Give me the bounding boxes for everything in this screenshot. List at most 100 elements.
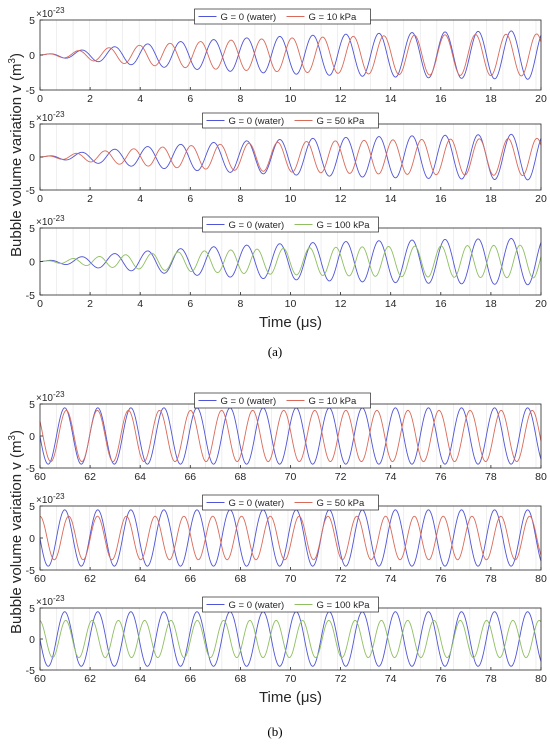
legend: G = 0 (water) G = 10 kPa (194, 392, 371, 409)
x-tick-label: 72 (335, 471, 347, 483)
x-tick-label: 66 (184, 673, 196, 685)
x-tick-label: 76 (435, 471, 447, 483)
x-tick-label: 10 (285, 193, 297, 205)
x-tick-label: 74 (385, 573, 397, 585)
x-tick-label: 4 (137, 193, 143, 205)
x-tick-label: 64 (134, 673, 146, 685)
x-tick-label: 66 (184, 573, 196, 585)
series-line-1 (39, 137, 542, 176)
legend: G = 0 (water) G = 10 kPa (194, 8, 371, 25)
x-tick-label: 8 (237, 93, 243, 105)
x-tick-label: 80 (535, 471, 547, 483)
y-tick-label: -5 (26, 565, 35, 577)
y-tick-label: 0 (29, 152, 35, 164)
x-tick-label: 4 (137, 298, 143, 310)
x-tick-label: 14 (385, 298, 397, 310)
x-tick-label: 2 (87, 298, 93, 310)
x-tick-label: 60 (34, 673, 46, 685)
series-line-0 (39, 133, 542, 181)
series-line-1 (39, 619, 542, 659)
x-tick-label: 8 (237, 298, 243, 310)
x-tick-label: 60 (34, 573, 46, 585)
x-tick-label: 70 (285, 573, 297, 585)
series-line-0 (39, 238, 542, 286)
x-tick-label: 12 (335, 298, 347, 310)
x-tick-label: 62 (84, 471, 96, 483)
y-axis-label: Bubble volume variation v (m3) (7, 53, 25, 257)
legend-box (202, 112, 379, 129)
y-tick-label: 5 (29, 15, 35, 27)
y-tick-label: 5 (29, 603, 35, 615)
x-tick-label: 4 (137, 93, 143, 105)
y-tick-label: 5 (29, 501, 35, 513)
y-exponent-label: ×10-23 (36, 594, 65, 608)
legend-box (194, 392, 371, 409)
legend-box (194, 8, 371, 25)
x-tick-label: 68 (235, 673, 247, 685)
x-tick-label: 74 (385, 471, 397, 483)
legend-box (202, 596, 379, 613)
legend-label-0: G = 0 (water) (229, 600, 285, 611)
x-tick-label: 76 (435, 673, 447, 685)
legend-label-1: G = 50 kPa (317, 498, 366, 509)
x-tick-label: 10 (285, 298, 297, 310)
x-tick-label: 14 (385, 93, 397, 105)
x-axis-label: Time (μs) (259, 689, 322, 706)
legend-label-1: G = 100 kPa (317, 220, 371, 231)
legend-label-1: G = 100 kPa (317, 600, 371, 611)
plot-area (40, 20, 541, 90)
x-tick-label: 20 (535, 298, 547, 310)
legend-label-1: G = 10 kPa (309, 12, 358, 23)
x-axis-label: Time (μs) (259, 314, 322, 331)
y-exponent-label: ×10-23 (36, 6, 65, 20)
y-tick-label: 0 (29, 634, 35, 646)
x-tick-label: 2 (87, 193, 93, 205)
y-tick-label: 0 (29, 431, 35, 443)
x-tick-label: 12 (335, 193, 347, 205)
plot-area (40, 228, 541, 295)
x-tick-label: 64 (134, 471, 146, 483)
y-tick-label: 0 (29, 50, 35, 62)
x-tick-label: 12 (335, 93, 347, 105)
x-tick-label: 78 (485, 471, 497, 483)
y-tick-label: 5 (29, 119, 35, 131)
x-tick-label: 80 (535, 673, 547, 685)
x-tick-label: 18 (485, 298, 497, 310)
legend: G = 0 (water) G = 50 kPa (202, 112, 379, 129)
series-line-1 (39, 515, 542, 561)
series-line-1 (39, 244, 542, 279)
plot-area (40, 608, 541, 670)
x-tick-label: 18 (485, 193, 497, 205)
x-tick-label: 70 (285, 471, 297, 483)
y-exponent-label: ×10-23 (36, 492, 65, 506)
legend-label-0: G = 0 (water) (229, 498, 285, 509)
caption-b: (b) (267, 724, 283, 739)
series-line-0 (39, 509, 542, 567)
x-tick-label: 6 (187, 193, 193, 205)
y-exponent-label: ×10-23 (36, 214, 65, 228)
panel-a1: 0 2 4 6 8 10 12 14 16 18 20-505×10-23G = 0 (water)… (26, 6, 547, 105)
panel-b2: 60 62 64 66 68 70 72 74 76 78 80 -5 0 5×10-23 G = 0 (w… (26, 492, 547, 585)
y-tick-label: 5 (29, 223, 35, 235)
y-tick-label: -5 (26, 665, 35, 677)
x-tick-label: 0 (37, 93, 43, 105)
x-tick-label: 0 (37, 298, 43, 310)
y-tick-label: 0 (29, 533, 35, 545)
series-line-0 (39, 407, 542, 465)
x-tick-label: 8 (237, 193, 243, 205)
y-axis-label: Bubble volume variation v (m3) (7, 430, 25, 634)
legend-label-0: G = 0 (water) (221, 396, 277, 407)
x-tick-label: 62 (84, 673, 96, 685)
x-tick-label: 60 (34, 471, 46, 483)
x-tick-label: 72 (335, 573, 347, 585)
panel-b3: 60 62 64 66 68 70 72 74 76 78 80 -5 0 5×10-23 G = 0 (w… (26, 594, 547, 685)
x-tick-label: 68 (235, 573, 247, 585)
x-tick-label: 20 (535, 193, 547, 205)
x-tick-label: 66 (184, 471, 196, 483)
y-exponent-label: ×10-23 (36, 390, 65, 404)
plot-area (40, 124, 541, 190)
x-tick-label: 64 (134, 573, 146, 585)
series-line-1 (39, 33, 542, 77)
x-tick-label: 76 (435, 573, 447, 585)
